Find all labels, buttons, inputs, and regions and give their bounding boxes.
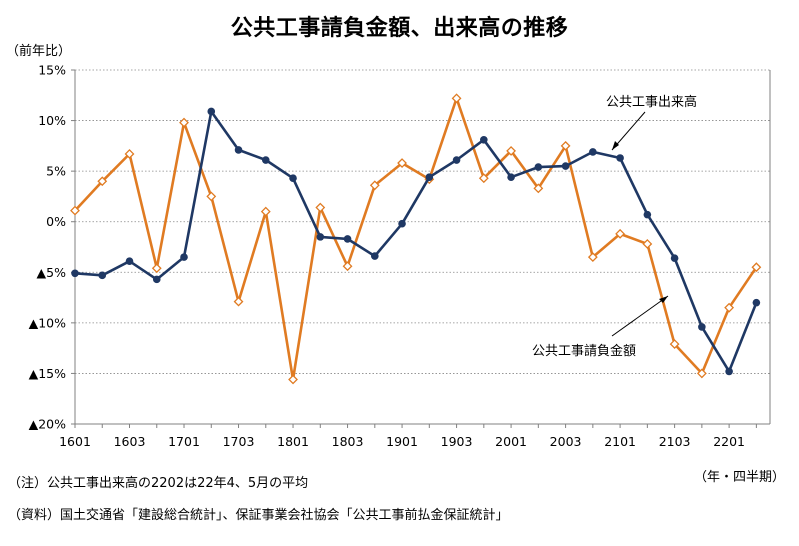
y-unit-label: （前年比） (6, 44, 72, 59)
data-point-contracts (669, 339, 680, 350)
data-point-output (398, 219, 406, 228)
data-point-contracts (206, 191, 217, 202)
data-point-output (507, 173, 515, 182)
data-point-contracts (179, 117, 189, 128)
data-point-output (261, 156, 270, 164)
data-point-contracts (315, 202, 326, 213)
data-point-contracts (451, 93, 462, 104)
x-tick-label: 2101 (604, 434, 636, 449)
data-point-contracts (587, 252, 598, 263)
data-point-contracts (151, 263, 162, 274)
x-tick-labels: 1601 1603 1701 1703 1801 1803 1901 1903 2001 2003… (59, 434, 745, 449)
y-tick-label: ▲15% (29, 366, 67, 381)
data-point-output (670, 254, 679, 262)
data-point-output (534, 163, 543, 171)
x-tick-label: 1601 (59, 434, 91, 449)
data-point-output (234, 146, 243, 154)
footnote-note: （注）公共工事出来高の2202は22年4、5月の平均 (8, 476, 309, 491)
x-tick-label: 2201 (713, 434, 745, 449)
series-line-contracts (74, 97, 758, 381)
x-period-label: （年・四半期） (693, 470, 785, 485)
axes (71, 69, 771, 428)
data-point-output (343, 235, 352, 243)
footnote-source: （資料）国土交通省「建設総合統計」、保証事業会社協会「公共工事前払金保証統計」 (8, 508, 509, 523)
data-point-output (452, 156, 461, 164)
x-tick-label: 1901 (386, 434, 418, 449)
data-point-output (425, 173, 434, 182)
data-point-output (125, 257, 134, 265)
grid-lines (75, 69, 770, 374)
data-point-output (207, 107, 216, 116)
data-point-output (698, 323, 706, 331)
data-point-output (98, 271, 107, 280)
data-point-contracts (70, 205, 80, 216)
data-point-output (725, 367, 733, 376)
data-point-output (589, 148, 597, 156)
series-label-output: 公共工事出来高 (606, 94, 697, 110)
data-point-contracts (533, 183, 544, 194)
x-tick-label: 1701 (168, 434, 200, 449)
series-label-contracts: 公共工事請負金額 (532, 343, 636, 359)
data-point-contracts (724, 302, 735, 313)
y-tick-labels: 15% 10% 5% 0% ▲5% ▲10% ▲15% ▲20% (29, 63, 67, 432)
series-line-output (74, 110, 758, 373)
x-tick-label: 1603 (114, 434, 146, 449)
y-tick-label: 15% (38, 63, 66, 78)
x-tick-label: 1803 (332, 434, 364, 449)
data-point-contracts (642, 239, 653, 249)
data-point-contracts (124, 149, 135, 159)
data-point-contracts (288, 374, 298, 385)
data-point-output (752, 298, 761, 307)
x-tick-label: 2103 (659, 434, 691, 449)
data-point-contracts (615, 228, 626, 239)
chart-title: 公共工事請負金額、出来高の推移 (230, 16, 569, 41)
data-point-output (643, 210, 652, 219)
data-point-contracts (478, 173, 489, 184)
data-point-contracts (233, 296, 244, 307)
data-point-contracts (751, 262, 762, 273)
data-point-contracts (560, 140, 571, 151)
x-tick-label: 1903 (441, 434, 473, 449)
y-tick-label: ▲5% (37, 265, 67, 280)
series-lines (70, 93, 762, 385)
data-point-output (180, 253, 188, 261)
x-tick-label: 1801 (277, 434, 309, 449)
y-tick-label: ▲10% (29, 315, 67, 330)
x-tick-label: 1703 (223, 434, 255, 449)
y-tick-label: 0% (46, 214, 66, 229)
data-point-output (316, 233, 325, 241)
data-point-output (152, 275, 161, 284)
data-point-contracts (260, 206, 271, 217)
data-point-output (371, 252, 379, 260)
data-point-output (71, 269, 79, 278)
y-tick-label: 5% (46, 164, 66, 179)
leader-line-contracts (611, 295, 669, 337)
arrowhead-contracts (659, 296, 668, 303)
data-point-contracts (696, 368, 707, 379)
data-point-contracts (369, 180, 380, 191)
y-tick-label: ▲20% (29, 417, 67, 432)
data-point-contracts (397, 158, 407, 168)
x-tick-label: 2003 (550, 434, 582, 449)
data-point-output (480, 135, 488, 144)
data-point-output (616, 154, 624, 162)
arrowhead-output (612, 141, 619, 150)
x-tick-label: 2001 (495, 434, 527, 449)
y-tick-label: 10% (38, 113, 66, 128)
data-point-contracts (97, 176, 108, 187)
data-point-contracts (342, 261, 353, 272)
data-point-output (561, 162, 570, 170)
data-point-output (289, 174, 297, 183)
data-point-contracts (506, 145, 516, 156)
